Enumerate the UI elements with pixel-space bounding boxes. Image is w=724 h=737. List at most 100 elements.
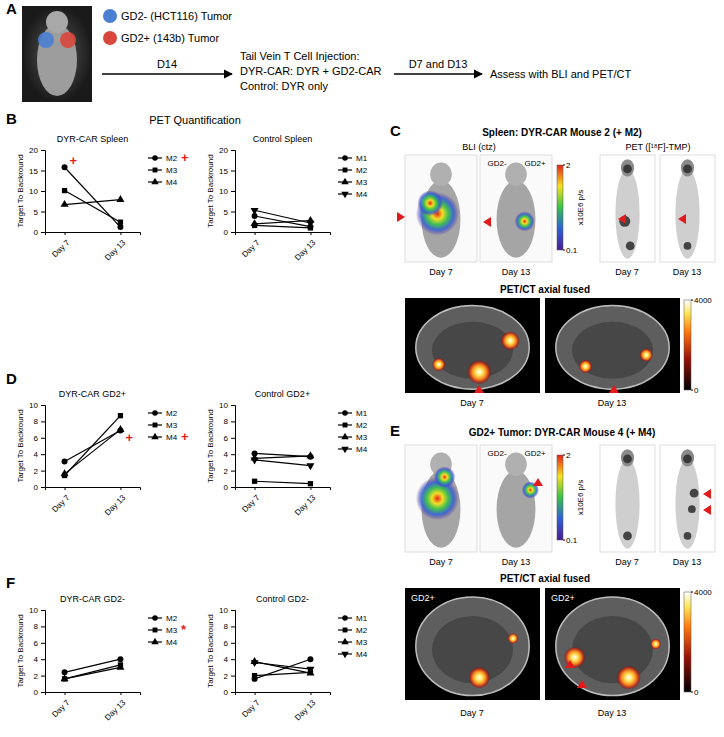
image-tag: GD2- [487,159,506,168]
data-point [251,219,259,226]
data-point [61,469,69,476]
y-axis-line [41,151,46,233]
x-tick-label: Day 7 [240,238,262,260]
image-tag: GD2- [487,449,506,458]
y-tick-mark [231,171,235,172]
series-line [255,662,311,673]
mouse-body [37,24,77,96]
series-line [255,481,311,483]
data-point [62,164,68,170]
data-point [251,458,259,465]
data-point [117,224,123,230]
colorbar: 04000 [684,588,712,697]
y-tick-mark [41,692,45,693]
x-tick: Day 13 [103,232,128,262]
panel-c: CSpleen: DYR-CAR Mouse 2 (+ M2)BLI (ctz)… [390,122,715,408]
mouse-body [675,169,699,259]
legend-label: GD2- (HCT116) Tumor [121,10,232,22]
series-line [65,416,121,476]
signal [417,190,443,216]
y-axis-line [231,406,236,488]
y-tick: 15 [219,167,235,176]
y-tick-label: 0 [34,688,39,697]
colorbar-label: 2 [566,161,571,170]
y-tick-mark [231,405,235,406]
y-tick-label: 8 [224,417,229,426]
y-axis-title: Target To Backround [206,409,215,482]
chart: 05101520Day 7Day 13Target To BackroundDY… [16,134,189,262]
y-tick: 8 [34,622,45,631]
y-tick: 2 [224,467,235,476]
axial-image [545,298,680,393]
y-tick-mark [41,487,45,488]
y-tick: 0 [224,483,235,492]
y-tick-mark [231,692,235,693]
injection-text: Tail Vein T Cell Injection: [240,50,359,62]
annotation: + [181,150,189,165]
y-tick-mark [231,232,235,233]
x-tick-mark [255,232,256,235]
legend-marker [152,615,158,621]
y-tick-label: 20 [29,146,38,155]
mouse-head [46,11,68,33]
y-tick-mark [231,610,235,611]
x-tick-mark [255,487,256,490]
y-tick-mark [41,405,45,406]
mouse-head [681,159,694,176]
pet-image [660,155,715,262]
x-tick-label: Day 7 [50,238,72,260]
legend-marker [342,410,348,416]
y-tick: 4 [34,655,45,664]
arrow [394,73,482,74]
x-tick-label: Day 13 [293,238,318,263]
x-tick-label: Day 13 [103,238,128,263]
y-tick: 2 [224,672,235,681]
image-bg [405,588,540,700]
annotation: + [70,153,78,168]
panel-title: PET Quantification [149,114,241,126]
legend-label: M3 [356,638,368,647]
day-label: Day 13 [502,557,531,567]
y-tick-mark [231,191,235,192]
y-tick-label: 6 [224,434,229,443]
image-tag: GD2+ [411,593,435,603]
x-tick-label: Day 7 [240,493,262,515]
image-bg [405,298,540,393]
y-tick-label: 5 [34,208,39,217]
uptake [564,647,586,669]
chart-title: Control GD2+ [255,389,310,399]
y-tick-label: 10 [29,187,38,196]
colorbar: 0.12x10E6 p/s [557,451,585,545]
series-line [65,430,121,474]
legend-label: M2 [356,626,368,635]
legend-label: M4 [166,638,178,647]
day-label: Day 7 [615,267,639,277]
y-tick-label: 10 [219,401,228,410]
legend-marker [341,638,348,644]
x-axis-line [236,488,331,491]
y-tick-label: 15 [29,167,38,176]
red-arrow [533,478,543,486]
legend-label: M4 [166,433,178,442]
uptake [501,331,520,350]
colorbar-tick [563,250,565,251]
data-point [306,451,314,458]
red-arrow [483,217,491,227]
chart-title: DYR-CAR GD2+ [59,389,126,399]
series-line [255,672,311,675]
y-tick: 8 [34,417,45,426]
legend: M2M3M4 [148,614,178,647]
legend-marker [341,178,348,184]
signal [434,466,456,488]
tumor-site [38,32,54,48]
legend: M1M2M3M4 [338,409,368,454]
x-axis: Day 7Day 13 [236,692,331,722]
pet-image [600,155,655,262]
colorbar-label: 0 [694,688,699,697]
image-title: PET ([¹⁸F]-TMP) [625,142,690,152]
day-label: Day 13 [598,708,627,718]
y-tick-mark [41,454,45,455]
series-line [255,210,311,223]
panel-letter: E [390,422,400,439]
x-tick: Day 13 [293,692,318,722]
